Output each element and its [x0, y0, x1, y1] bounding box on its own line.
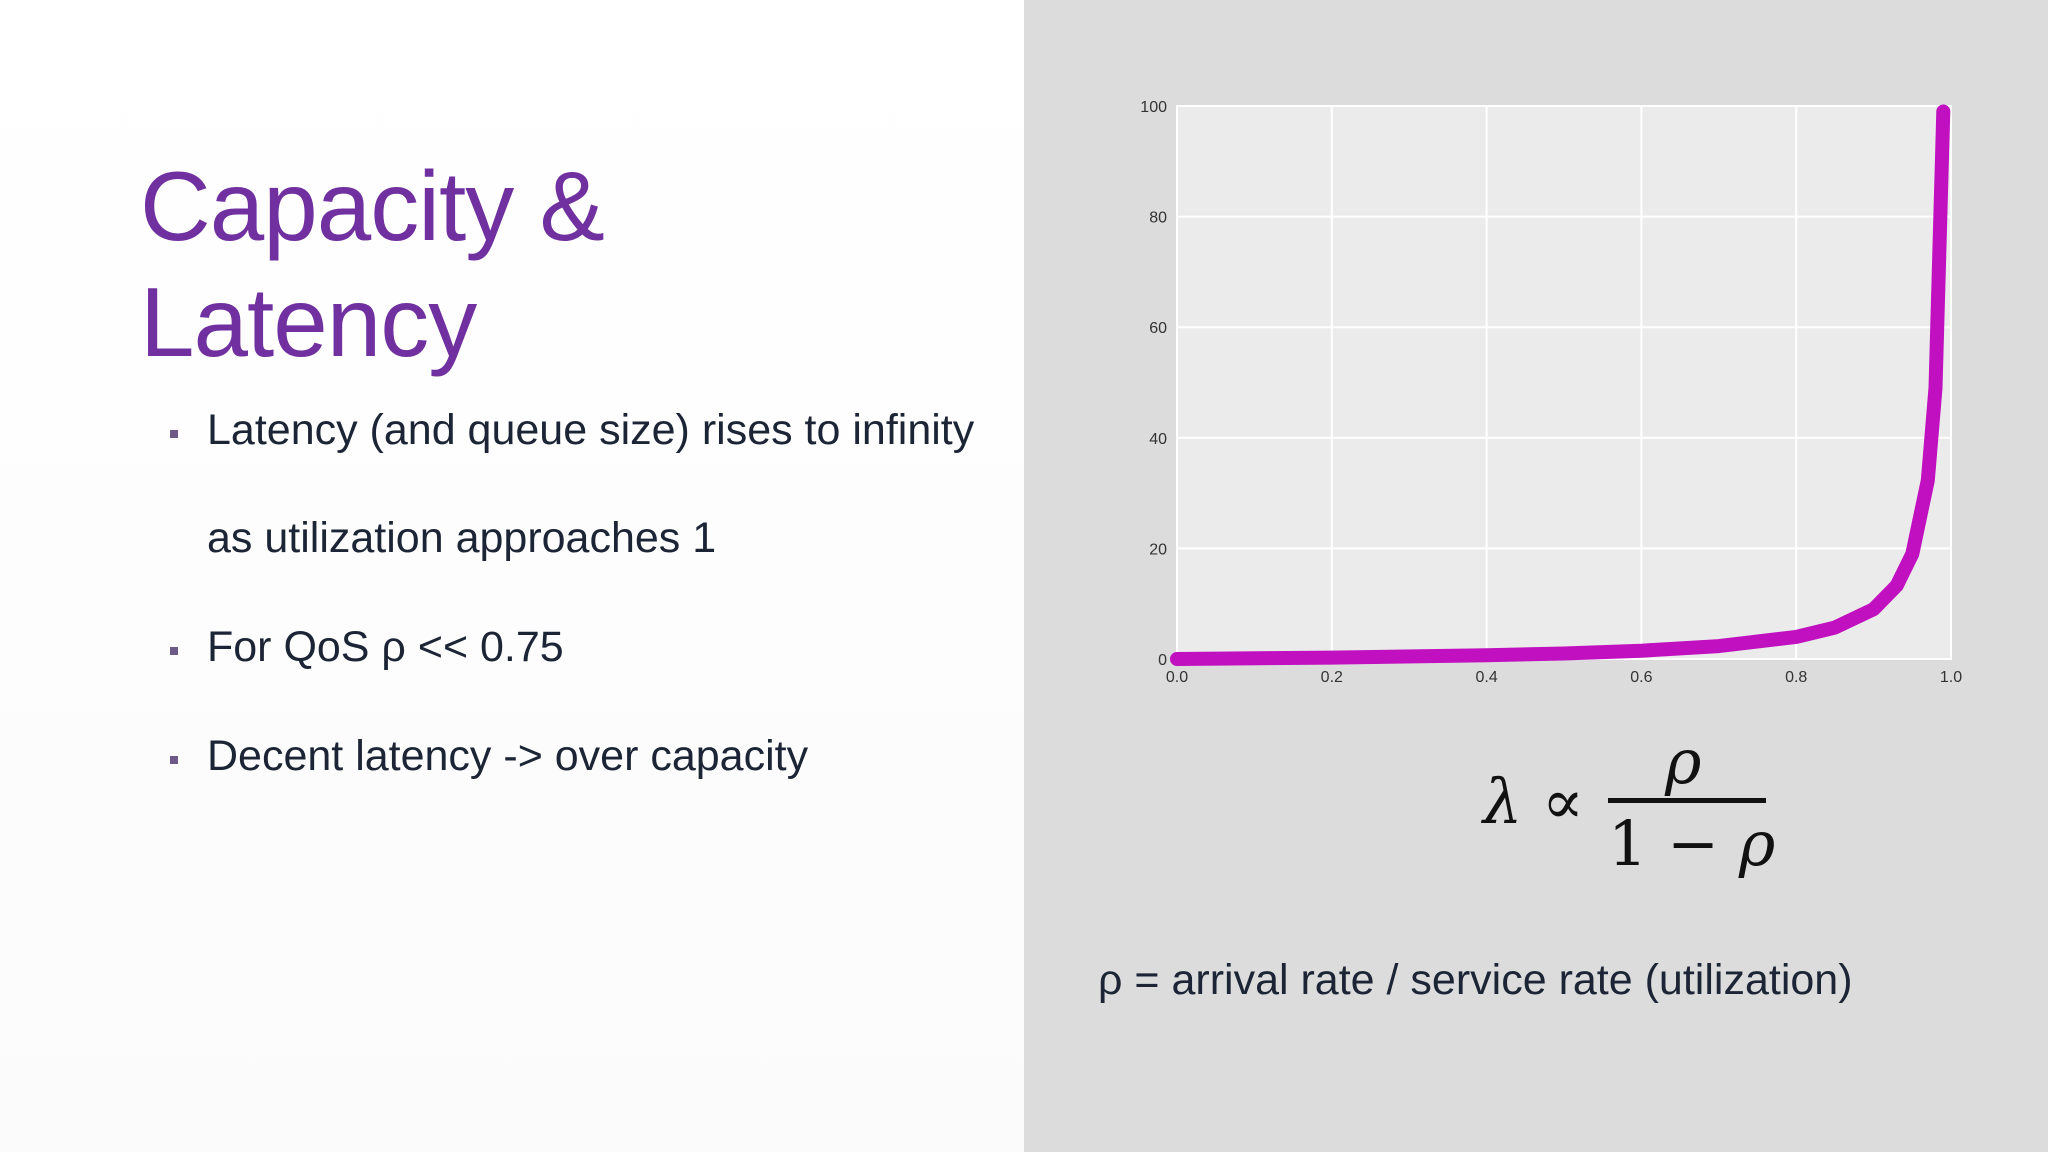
- x-tick-label: 0.4: [1475, 669, 1497, 686]
- bullet-marker: [170, 756, 178, 764]
- x-tick-label: 0.2: [1321, 669, 1343, 686]
- y-tick-label: 20: [1149, 541, 1167, 558]
- rho-definition: ρ = arrival rate / service rate (utiliza…: [1098, 956, 1853, 1004]
- latency-formula: λ ∝ ρ 1 − ρ: [1480, 725, 1780, 885]
- x-tick-label: 0.8: [1785, 669, 1807, 686]
- fraction-bar: [1608, 798, 1766, 803]
- bullet-text: Latency (and queue size) rises to infini…: [207, 406, 975, 454]
- bullet-marker: [170, 430, 178, 438]
- grid-lines: [1176, 105, 1952, 660]
- latency-chart: 0.0 0.2 0.4 0.6 0.8 1.0 0 20 40 60 80 100: [1140, 99, 1962, 686]
- bullet-text: Decent latency -> over capacity: [207, 732, 809, 780]
- y-tick-label: 60: [1149, 320, 1167, 337]
- formula-denominator: 1 − ρ: [1608, 807, 1775, 880]
- x-tick-label: 0.0: [1166, 669, 1188, 686]
- plot-area: [1176, 105, 1952, 660]
- bullet-marker: [170, 647, 178, 655]
- series-line: [1170, 104, 1951, 666]
- content-panel: [0, 0, 1024, 1152]
- slide-title: Capacity & Latency: [140, 148, 605, 380]
- y-tick-label: 0: [1158, 652, 1167, 669]
- bullet-text: as utilization approaches 1: [207, 514, 717, 562]
- bullet-text: For QoS ρ << 0.75: [207, 623, 564, 671]
- slide-title-line-1: Capacity &: [140, 151, 605, 261]
- tick-labels: 0.0 0.2 0.4 0.6 0.8 1.0 0 20 40 60 80 100: [1140, 99, 1962, 686]
- formula-lhs: λ ∝: [1483, 765, 1584, 838]
- denominator-prefix: 1 −: [1608, 807, 1739, 880]
- denominator-symbol: ρ: [1738, 807, 1776, 880]
- slide-title-line-2: Latency: [140, 267, 477, 377]
- y-tick-label: 80: [1149, 210, 1167, 227]
- formula-numerator: ρ: [1665, 725, 1702, 798]
- y-tick-label: 100: [1140, 99, 1167, 116]
- y-tick-label: 40: [1149, 431, 1167, 448]
- x-tick-label: 1.0: [1940, 669, 1962, 686]
- x-tick-label: 0.6: [1630, 669, 1652, 686]
